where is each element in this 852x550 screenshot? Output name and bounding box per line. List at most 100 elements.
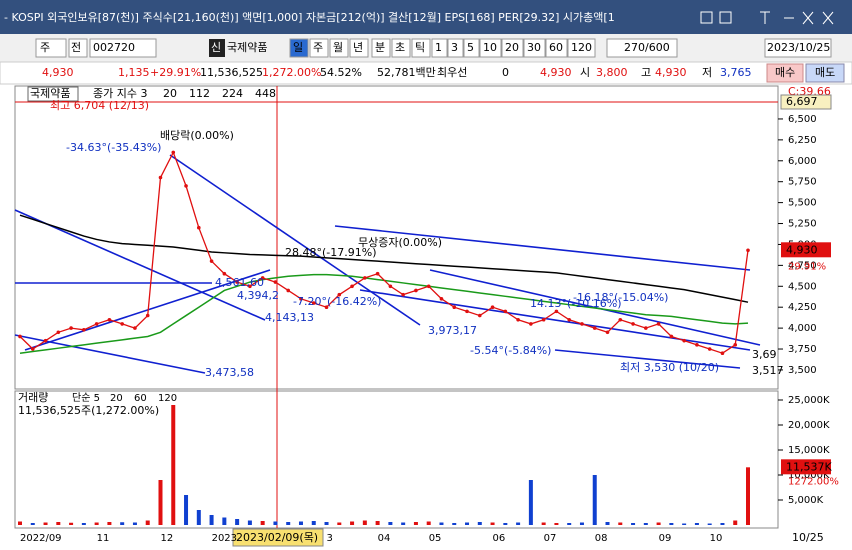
annotation: 4,561,60 bbox=[215, 276, 264, 289]
volume-bar bbox=[656, 522, 661, 525]
code-input[interactable] bbox=[89, 38, 157, 58]
legend-box bbox=[27, 86, 79, 102]
period: 틱 bbox=[415, 41, 425, 54]
count-box[interactable] bbox=[606, 38, 678, 58]
legend-title: 국제약품 bbox=[30, 86, 70, 100]
volume-bar bbox=[541, 522, 546, 525]
volume-bar bbox=[490, 522, 495, 525]
period: 일 bbox=[293, 40, 303, 54]
volume-bar bbox=[132, 522, 137, 525]
price-point bbox=[682, 338, 686, 343]
volume-bar bbox=[56, 522, 61, 525]
price-point bbox=[618, 317, 623, 322]
badge bbox=[209, 39, 225, 57]
x-tick-label: 3 bbox=[327, 533, 333, 544]
annotation: -16.18°(-15.04%) bbox=[573, 291, 668, 304]
price-point bbox=[158, 175, 163, 180]
interval-button[interactable] bbox=[545, 38, 568, 58]
volume-bar bbox=[158, 480, 163, 525]
price-point bbox=[337, 292, 342, 297]
price-point bbox=[465, 309, 469, 314]
legend-entry: 20 bbox=[163, 87, 177, 100]
price-point bbox=[554, 309, 559, 314]
price-point bbox=[529, 322, 533, 326]
turnover: 54.52% bbox=[320, 66, 362, 79]
volume-bar bbox=[452, 523, 457, 525]
count: 270/600 bbox=[624, 41, 670, 54]
volume-bar bbox=[643, 523, 648, 525]
price-point bbox=[631, 322, 635, 326]
interval-button[interactable] bbox=[431, 38, 448, 58]
date: 2023/10/25 bbox=[767, 41, 830, 54]
volume-panel bbox=[14, 390, 779, 529]
price-point bbox=[439, 297, 444, 301]
buy-button[interactable] bbox=[766, 63, 804, 83]
volume-bar bbox=[426, 521, 431, 525]
y-tick-label: 20,000K bbox=[788, 420, 830, 431]
period-button[interactable] bbox=[289, 38, 309, 58]
volume-bar bbox=[388, 522, 393, 525]
interval-button[interactable] bbox=[463, 38, 480, 58]
level-box bbox=[780, 94, 832, 110]
period-button[interactable] bbox=[329, 38, 349, 58]
annotation: 3,517 bbox=[752, 364, 784, 377]
period-button[interactable] bbox=[349, 38, 369, 58]
interval: 30 bbox=[527, 41, 541, 54]
period-button[interactable] bbox=[309, 38, 329, 58]
y-tick-label: 10,000K bbox=[788, 470, 830, 481]
y-tick-label: 6,500 bbox=[788, 114, 817, 125]
volume-bar bbox=[528, 480, 533, 525]
volume-bar bbox=[579, 522, 584, 525]
price-point bbox=[401, 292, 405, 297]
price-point bbox=[18, 334, 22, 339]
price-point bbox=[324, 305, 329, 309]
market-select[interactable] bbox=[35, 38, 67, 58]
volume-bar bbox=[516, 522, 521, 525]
price-point bbox=[503, 309, 508, 314]
interval-button[interactable] bbox=[501, 38, 524, 58]
interval-button[interactable] bbox=[567, 38, 596, 58]
interval-button[interactable] bbox=[447, 38, 464, 58]
volume: 11,536,525 bbox=[200, 66, 263, 79]
x-tick-label: 07 bbox=[544, 533, 557, 544]
price-point bbox=[605, 330, 610, 335]
annotation: 배당락(0.00%) bbox=[160, 129, 234, 142]
price-point bbox=[592, 326, 597, 330]
cursor-date-box bbox=[232, 528, 324, 547]
interval-button[interactable] bbox=[523, 38, 546, 58]
price-point bbox=[490, 305, 495, 309]
amount: 52,781백만 bbox=[377, 66, 436, 79]
period-button[interactable] bbox=[391, 38, 411, 58]
price-point bbox=[56, 330, 61, 335]
price-point bbox=[414, 288, 418, 293]
price-point bbox=[375, 271, 380, 276]
volume-bar bbox=[30, 523, 35, 525]
volume-bar bbox=[592, 475, 597, 525]
y-tick-label: 5,000K bbox=[788, 495, 824, 506]
annotation: 4,394,2 bbox=[237, 289, 279, 302]
annotation: -34.63°(-35.43%) bbox=[66, 141, 161, 154]
period-button[interactable] bbox=[411, 38, 431, 58]
x-tick-label: 04 bbox=[378, 533, 391, 544]
mode-button[interactable] bbox=[68, 38, 88, 58]
period: 분 bbox=[375, 41, 385, 54]
price-panel bbox=[14, 85, 779, 390]
high-label: 고 bbox=[641, 66, 651, 79]
annotation: 3,473,58 bbox=[205, 366, 254, 379]
interval-button[interactable] bbox=[479, 38, 502, 58]
sell-button[interactable] bbox=[805, 63, 845, 83]
y-tick-label: 15,000K bbox=[788, 445, 830, 456]
annotation: 최고 6,704 (12/13) bbox=[50, 99, 149, 112]
volume-bar bbox=[235, 519, 240, 525]
volume-bar bbox=[184, 495, 189, 525]
period-button[interactable] bbox=[371, 38, 391, 58]
code: 002720 bbox=[93, 41, 135, 54]
volume-bar bbox=[733, 520, 738, 525]
price-point bbox=[656, 322, 661, 326]
x-tick-label: 06 bbox=[493, 533, 506, 544]
interval: 1 bbox=[435, 41, 442, 54]
date-box[interactable] bbox=[764, 38, 832, 58]
x-tick-label: 10/25 bbox=[792, 531, 824, 544]
title-bar bbox=[0, 0, 852, 34]
volume-bar bbox=[682, 523, 687, 525]
